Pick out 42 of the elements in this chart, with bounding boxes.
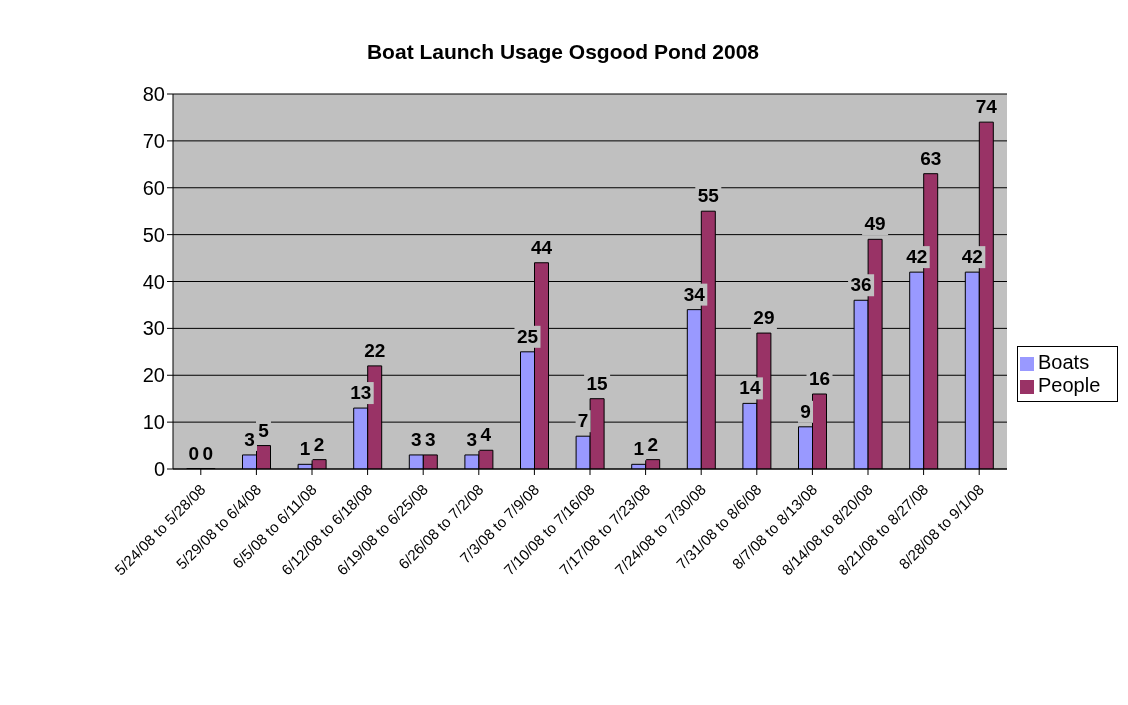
data-label: 9	[800, 400, 811, 422]
data-label: 2	[647, 433, 658, 455]
data-label: 2	[313, 433, 325, 455]
data-label: 63	[920, 147, 942, 169]
y-tick-label: 80	[142, 83, 165, 106]
data-label: 3	[244, 428, 255, 450]
y-tick-label: 50	[142, 223, 165, 246]
data-label: 42	[961, 246, 983, 268]
data-label: 0	[202, 442, 214, 464]
data-label: 5	[258, 419, 270, 441]
data-label: 4	[480, 424, 492, 446]
data-label: 44	[530, 236, 553, 258]
y-tick-label: 40	[142, 270, 165, 293]
data-label: 49	[864, 213, 886, 235]
data-label: 3	[425, 428, 436, 450]
data-label: 34	[683, 283, 706, 305]
data-label: 29	[753, 307, 775, 329]
y-tick-label: 20	[142, 364, 165, 387]
legend-label: People	[1038, 374, 1101, 396]
y-tick-label: 0	[153, 458, 165, 481]
y-tick-label: 30	[142, 317, 165, 340]
data-label: 14	[739, 377, 761, 399]
data-label: 3	[411, 428, 422, 450]
data-label: 15	[586, 372, 609, 394]
y-tick-label: 60	[142, 176, 165, 199]
chart-title: Boat Launch Usage Osgood Pond 2008	[365, 39, 761, 65]
data-label: 3	[466, 428, 478, 450]
data-label: 42	[906, 246, 928, 268]
data-label: 55	[697, 185, 720, 207]
data-label: 74	[975, 96, 998, 118]
y-tick-label: 70	[142, 129, 165, 152]
data-label: 13	[350, 382, 372, 404]
y-tick-label: 10	[142, 411, 165, 434]
data-label: 36	[850, 274, 872, 296]
data-label: 7	[577, 410, 589, 432]
data-label: 1	[633, 438, 645, 460]
data-label: 1	[299, 438, 311, 460]
data-label: 0	[188, 442, 200, 464]
data-label: 22	[364, 339, 386, 361]
legend-label: Boats	[1038, 351, 1090, 373]
data-label: 25	[516, 325, 539, 347]
data-label: 16	[808, 368, 831, 389]
